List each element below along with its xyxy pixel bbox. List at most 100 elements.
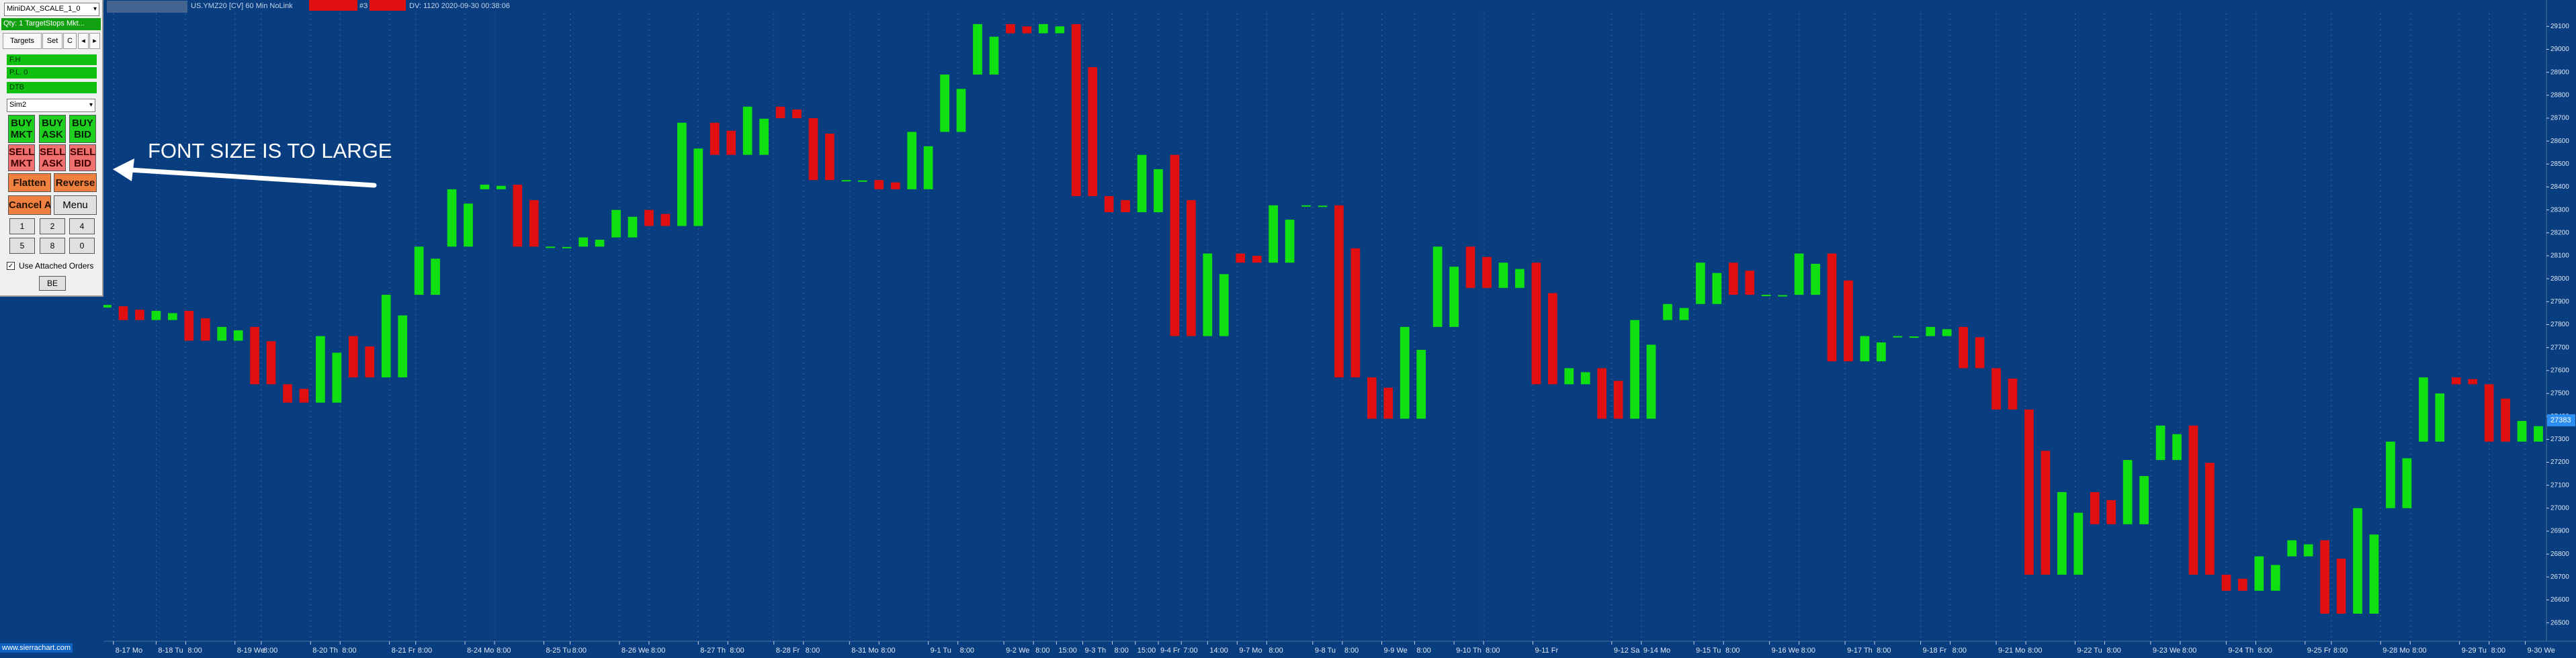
sell-mkt-button[interactable]: SELL MKT [8,144,35,171]
candle [1301,205,1311,207]
header-red-box [370,0,406,11]
x-tick-label: 8:00 [342,647,356,655]
candle [923,146,933,189]
candle [513,185,523,247]
be-button[interactable]: BE [39,276,66,291]
candle [628,216,638,238]
candle [2287,540,2297,557]
reverse-button[interactable]: Reverse [54,173,97,192]
candle [1252,255,1262,263]
candle [1860,336,1870,362]
candle [1187,200,1196,336]
candle [1104,196,1114,213]
cancel-all-button[interactable]: Cancel All [8,195,51,215]
x-tick-label: 8-18 Tu [158,647,183,655]
x-tick-label: 9-22 Tu [2077,647,2102,655]
y-tick-label: 29000 [2550,46,2569,53]
button-line: MKT [10,158,33,169]
last-price-label: 27383 [2550,416,2571,424]
x-tick-label: 8:00 [2182,647,2196,655]
account-select[interactable]: Sim2 [7,99,95,112]
candle [414,246,424,295]
candle [283,384,292,403]
candle [907,132,917,189]
x-tick-label: 9-4 Fr [1160,647,1180,655]
candle [1285,220,1295,263]
button-line: SELL [9,146,35,158]
buy-bid-button[interactable]: BUY BID [69,115,96,143]
x-tick-label: 8:00 [1269,647,1283,655]
footer-link[interactable]: www.sierrachart.com [0,643,73,653]
y-tick-label: 27500 [2550,390,2569,397]
candle [2320,540,2329,614]
candle [2057,491,2067,575]
x-tick-label: 8-21 Fr [392,647,416,655]
qty-button[interactable]: 8 [40,238,65,254]
candle [1794,253,1804,295]
x-tick-label: 14:00 [1209,647,1228,655]
candle [299,389,309,403]
x-tick-label: 8:00 [1416,647,1430,655]
candle [1745,271,1755,295]
candle [2090,491,2100,524]
candle [1761,295,1771,297]
tab[interactable]: Set [42,33,62,49]
y-tick-label: 27200 [2550,459,2569,466]
buy-mkt-button[interactable]: BUY MKT [8,115,35,143]
x-tick-label: 9-17 Th [1847,647,1873,655]
candle [759,118,769,155]
x-tick-label: 8:00 [1801,647,1815,655]
candle [1531,263,1541,385]
candle [1350,248,1361,378]
candle [1613,381,1623,419]
x-tick-label: 9-3 Th [1084,647,1106,655]
menu-button[interactable]: Menu [54,195,97,215]
symbol-select[interactable]: MiniDAX_SCALE_1_0 [4,3,99,16]
candle [497,185,506,189]
x-tick-label: 9-7 Mo [1239,647,1262,655]
candle [2221,574,2231,591]
checkbox[interactable]: ✓ [7,262,15,270]
flatten-button[interactable]: Flatten [8,173,51,192]
sell-bid-button[interactable]: SELL BID [69,144,96,171]
y-tick-label: 27000 [2550,504,2569,512]
candle [2139,475,2149,524]
y-tick-label: 28000 [2550,275,2569,283]
x-tick-label: 8:00 [1877,647,1891,655]
tab-next[interactable]: ▸ [89,33,100,49]
x-tick-label: 8-25 Tu [546,647,570,655]
chart-status: DV: 1120 2020-09-30 00:38:06 [409,2,510,10]
annotation-arrowhead [113,158,134,181]
candle [2451,377,2461,385]
candle [2484,384,2494,442]
qty-button[interactable]: 0 [69,238,95,254]
x-tick-label: 8-27 Th [700,647,726,655]
qty-button[interactable]: 1 [9,218,35,234]
sell-ask-button[interactable]: SELL ASK [39,144,66,171]
candle [1006,23,1015,34]
candle [365,346,375,378]
candle [562,246,572,248]
tab-prev[interactable]: ◂ [78,33,89,49]
qty-button[interactable]: 5 [9,238,35,254]
x-tick-label: 8:00 [1035,647,1049,655]
candle [332,352,342,403]
candle [1909,336,1919,338]
x-tick-label: 8:00 [806,647,820,655]
x-tick-label: 9-10 Th [1456,647,1482,655]
x-tick-label: 9-25 Fr [2307,647,2331,655]
tab[interactable]: C [63,33,77,49]
candle [2353,508,2362,614]
tab[interactable]: Targets [3,33,42,49]
y-tick-label: 29100 [2550,23,2569,30]
x-tick-label: 9-23 We [2153,647,2180,655]
qty-button[interactable]: 2 [40,218,65,234]
candle [989,36,999,75]
candle [1926,326,1936,336]
x-tick-label: 9-29 Tu [2462,647,2487,655]
y-tick-label: 26500 [2550,619,2569,626]
qty-button[interactable]: 4 [69,218,95,234]
y-tick-label: 27800 [2550,321,2569,328]
buy-ask-button[interactable]: BUY ASK [39,115,66,143]
candle [1465,246,1475,288]
